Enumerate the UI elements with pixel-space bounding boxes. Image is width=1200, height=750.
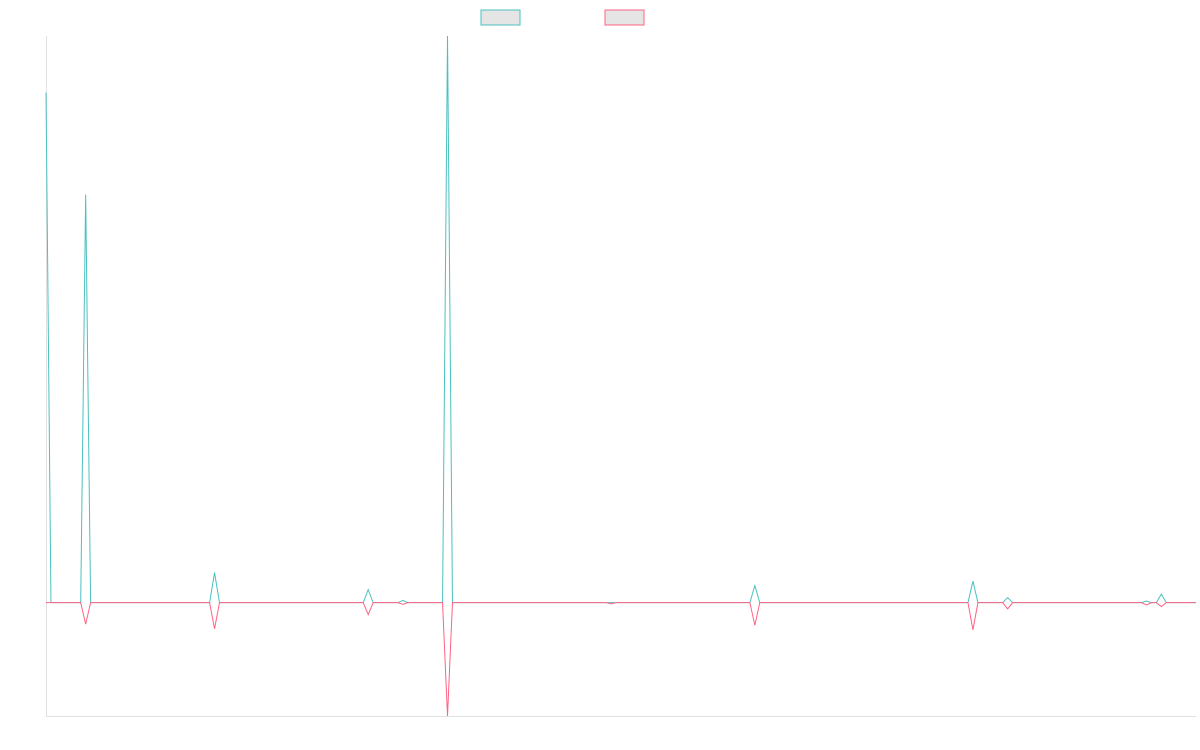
legend-swatch-series-1 — [480, 9, 521, 26]
legend-swatch-series-2 — [604, 9, 645, 26]
legend-item-series-2[interactable] — [604, 9, 645, 26]
legend-item-series-1[interactable] — [480, 9, 521, 26]
series-layer — [45, 35, 1196, 717]
legend — [480, 9, 645, 26]
series-line-1 — [45, 35, 1196, 604]
series-line-2 — [46, 602, 1196, 717]
